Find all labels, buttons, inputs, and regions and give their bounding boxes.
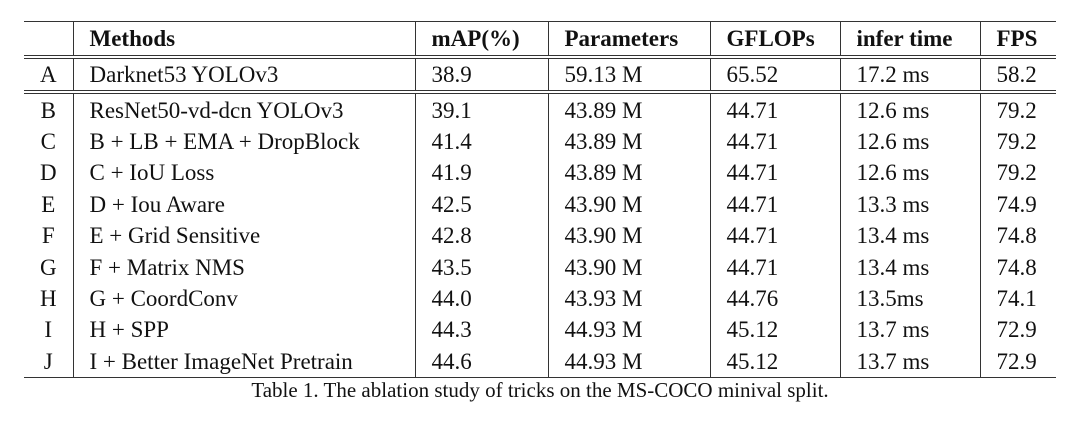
table-cell: 79.2 bbox=[979, 125, 1056, 158]
table-cell: C + IoU Loss bbox=[72, 157, 415, 189]
table-cell: 65.52 bbox=[709, 57, 840, 95]
table-cell: 43.90 M bbox=[547, 219, 710, 252]
table-cell: 72.9 bbox=[979, 314, 1056, 346]
table-cell: 38.9 bbox=[414, 57, 548, 95]
table-cell: 44.71 bbox=[709, 251, 840, 283]
row-id: D bbox=[39, 160, 57, 186]
table-cell: 43.93 M bbox=[547, 282, 710, 315]
table-cell: 13.5ms bbox=[839, 282, 980, 315]
column-header: GFLOPs bbox=[709, 21, 840, 59]
table-cell: 13.7 ms bbox=[839, 314, 980, 346]
column-header: infer time bbox=[839, 21, 980, 59]
table-row: C B + LB + EMA + DropBlock 41.4 43.89 M 44.7… bbox=[24, 125, 1056, 158]
row-id: G bbox=[39, 254, 57, 280]
table-cell: E + Grid Sensitive bbox=[72, 219, 415, 252]
table-cell: 72.9 bbox=[979, 345, 1056, 378]
table-cell: 41.4 bbox=[414, 125, 548, 158]
row-id: F bbox=[41, 223, 55, 249]
table-cell: 44.0 bbox=[414, 282, 548, 315]
table-cell: G + CoordConv bbox=[72, 282, 415, 315]
table-cell: 39.1 bbox=[414, 92, 548, 126]
table-cell: 44.3 bbox=[414, 314, 548, 346]
table-row: G F + Matrix NMS 43.5 43.90 M 44.71 13.4 ms 74… bbox=[24, 251, 1056, 283]
table-cell: 45.12 bbox=[709, 345, 840, 378]
row-id: E bbox=[41, 191, 56, 217]
table-row: H G + CoordConv 44.0 43.93 M 44.76 13.5ms 74.1 bbox=[24, 282, 1056, 315]
row-id: J bbox=[24, 345, 73, 378]
table-cell: 42.5 bbox=[414, 188, 548, 220]
column-header: mAP(%) bbox=[414, 21, 548, 59]
table-cell: 44.71 bbox=[709, 188, 840, 220]
table-cell: 43.89 M bbox=[547, 92, 710, 126]
table-cell: 74.8 bbox=[979, 219, 1056, 252]
table-cell: F + Matrix NMS bbox=[72, 251, 415, 283]
table-cell: 12.6 ms bbox=[839, 92, 980, 126]
table-cell: H + SPP bbox=[72, 314, 415, 346]
ablation-table: Methods mAP(%) Parameters GFLOPs infer time F… bbox=[24, 21, 1056, 378]
table-cell: 43.90 M bbox=[547, 251, 710, 283]
table-row: A Darknet53 YOLOv3 38.9 59.13 M 65.52 17.2 ms… bbox=[24, 57, 1056, 95]
table-cell: 59.13 M bbox=[547, 57, 710, 95]
header-row: Methods mAP(%) Parameters GFLOPs infer time F… bbox=[24, 21, 1056, 59]
column-header: FPS bbox=[979, 21, 1056, 59]
column-header: Methods bbox=[72, 21, 415, 59]
table-cell: 44.71 bbox=[709, 219, 840, 252]
table-cell: 79.2 bbox=[979, 157, 1056, 189]
row-id: H bbox=[39, 285, 57, 311]
row-id: B bbox=[40, 97, 56, 123]
table-row: I H + SPP 44.3 44.93 M 45.12 13.7 ms 72.9 bbox=[24, 314, 1056, 346]
table-cell: 42.8 bbox=[414, 219, 548, 252]
table-cell: 44.93 M bbox=[547, 314, 710, 346]
table-cell: 43.5 bbox=[414, 251, 548, 283]
table-cell: 17.2 ms bbox=[839, 57, 980, 95]
table-cell: 58.2 bbox=[979, 57, 1056, 95]
table-row: E D + Iou Aware 42.5 43.90 M 44.71 13.3 ms 74.… bbox=[24, 188, 1056, 220]
table-cell: B + LB + EMA + DropBlock bbox=[72, 125, 415, 158]
table-row: D C + IoU Loss 41.9 43.89 M 44.71 12.6 ms 79.2 bbox=[24, 157, 1056, 189]
table-row: F E + Grid Sensitive 42.8 43.90 M 44.71 13.4 … bbox=[24, 219, 1056, 252]
table-cell: Darknet53 YOLOv3 bbox=[72, 57, 415, 95]
table-cell: 79.2 bbox=[979, 92, 1056, 126]
table-row: B ResNet50-vd-dcn YOLOv3 39.1 43.89 M 44.71 1… bbox=[24, 92, 1056, 126]
table-cell: 74.9 bbox=[979, 188, 1056, 220]
row-id: A bbox=[24, 57, 73, 95]
column-header: Parameters bbox=[547, 21, 710, 59]
table-cell: 41.9 bbox=[414, 157, 548, 189]
table-cell: 12.6 ms bbox=[839, 125, 980, 158]
table-cell: 43.89 M bbox=[547, 157, 710, 189]
table-cell: 74.8 bbox=[979, 251, 1056, 283]
row-id: C bbox=[40, 128, 56, 154]
table-cell: D + Iou Aware bbox=[72, 188, 415, 220]
row-id: I bbox=[44, 317, 53, 343]
table-cell: 44.93 M bbox=[547, 345, 710, 378]
table-cell: 44.71 bbox=[709, 125, 840, 158]
table-cell: 12.6 ms bbox=[839, 157, 980, 189]
table-cell: 13.4 ms bbox=[839, 219, 980, 252]
column-header bbox=[24, 21, 73, 59]
table-cell: 44.71 bbox=[709, 157, 840, 189]
table-cell: 44.71 bbox=[709, 92, 840, 126]
table-cell: 44.6 bbox=[414, 345, 548, 378]
table-cell: ResNet50-vd-dcn YOLOv3 bbox=[72, 92, 415, 126]
table-cell: 13.4 ms bbox=[839, 251, 980, 283]
table-cell: 43.90 M bbox=[547, 188, 710, 220]
table-cell: I + Better ImageNet Pretrain bbox=[72, 345, 415, 378]
table-cell: 74.1 bbox=[979, 282, 1056, 315]
table-caption: Table 1. The ablation study of tricks on… bbox=[251, 378, 829, 402]
table-cell: 13.7 ms bbox=[839, 345, 980, 378]
table-cell: 43.89 M bbox=[547, 125, 710, 158]
table-cell: 45.12 bbox=[709, 314, 840, 346]
table-cell: 13.3 ms bbox=[839, 188, 980, 220]
table-cell: 44.76 bbox=[709, 282, 840, 315]
